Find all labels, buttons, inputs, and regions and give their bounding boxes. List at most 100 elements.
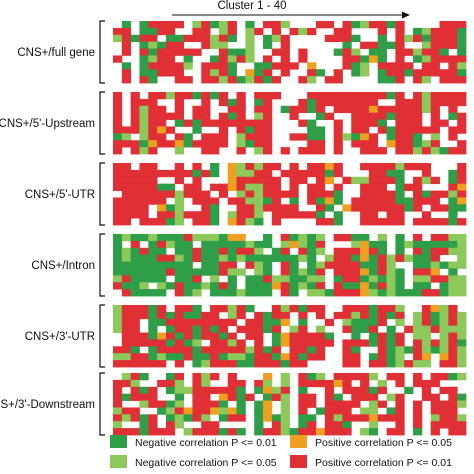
heatmap-cell [360,393,370,401]
heatmap-cell [351,48,361,56]
heatmap-cell [280,393,290,401]
heatmap-cell [386,407,396,415]
heatmap-cell [333,119,343,127]
heatmap-cell [157,112,167,120]
heatmap-cell [113,105,123,114]
heatmap-cell [307,211,317,219]
heatmap-cell [174,400,184,408]
heatmap-cell [377,360,387,368]
heatmap-cell [324,289,335,297]
heatmap-cell [457,360,467,368]
heatmap-cell [157,234,167,242]
heatmap-cell [192,332,202,340]
heatmap-cell [227,98,237,107]
heatmap-cell [121,346,132,354]
heatmap-cell [148,428,158,436]
heatmap-cell [457,240,467,249]
heatmap-cell [360,325,370,333]
heatmap-cell [413,69,423,77]
heatmap-cell [174,21,184,29]
heatmap-cell [395,346,405,354]
heatmap-cell [121,247,132,256]
heatmap-cell [439,21,449,29]
heatmap-cell [183,428,193,436]
heatmap-cell [263,360,273,368]
heatmap-cell [333,197,343,205]
heatmap-cell [236,414,246,422]
heatmap-cell [271,360,282,368]
heatmap-cell [360,407,370,415]
heatmap-cell [121,163,132,171]
heatmap-cell [386,190,396,198]
heatmap-cell [386,69,396,77]
heatmap-cell [236,76,246,84]
heatmap-cell [148,414,158,422]
heatmap-cell [439,55,449,63]
heatmap-cell [360,204,370,212]
heatmap-cell [121,27,132,36]
heatmap-cell [377,282,387,290]
heatmap-cell [201,332,211,340]
heatmap-cell [315,428,326,436]
heatmap-cell [165,234,176,242]
heatmap-cell [377,27,387,36]
heatmap-cell [236,386,246,395]
heatmap-cell [174,92,184,100]
heatmap-cell [377,400,387,408]
heatmap-cell [192,112,202,120]
heatmap-cell [236,197,246,205]
heatmap-cell [218,240,229,249]
heatmap-cell [351,414,361,422]
heatmap-cell [413,325,423,333]
heatmap-cell [386,204,396,212]
heatmap-cell [183,240,193,249]
heatmap-cell [430,41,440,49]
heatmap-cell [218,318,229,327]
heatmap-cell [113,98,123,107]
heatmap-cell [201,62,211,70]
heatmap-cell [377,261,387,269]
heatmap-cell [386,393,396,401]
heatmap-cell [439,318,449,327]
heatmap-cell [218,190,229,198]
heatmap-cell [457,218,467,226]
heatmap-cell [430,234,440,242]
heatmap-cell [298,268,308,276]
heatmap-cell [157,428,167,436]
heatmap-cell [174,268,184,276]
heatmap-cell [404,105,414,114]
heatmap-cell [139,147,149,155]
heatmap-cell [165,261,176,269]
heatmap-cell [165,311,176,320]
heatmap-cell [324,218,335,226]
heatmap-cell [430,421,440,429]
heatmap-cell [421,254,432,262]
heatmap-cell [315,289,326,297]
heatmap-cell [113,234,123,242]
heatmap-cell [315,190,326,198]
heatmap-cell [307,373,317,381]
heatmap-cell [395,147,405,155]
heatmap-cell [210,373,220,381]
heatmap-cell [421,325,432,333]
heatmap-cell [298,48,308,56]
heatmap-cell [315,204,326,212]
heatmap-cell [130,360,140,368]
heatmap-cell [210,386,220,395]
heatmap-cell [404,119,414,127]
heatmap-cell [263,41,273,49]
heatmap-cell [165,169,176,178]
heatmap-cell [201,147,211,155]
heatmap-cell [218,112,229,120]
heatmap-cell [333,373,343,381]
heatmap-cell [315,98,326,107]
heatmap-cell [192,414,202,422]
heatmap-cell [148,98,158,107]
heatmap-cell [271,353,282,361]
heatmap-cell [174,197,184,205]
heatmap-cell [368,119,379,127]
heatmap-cell [227,119,237,127]
heatmap-cell [395,190,405,198]
heatmap-cell [174,119,184,127]
